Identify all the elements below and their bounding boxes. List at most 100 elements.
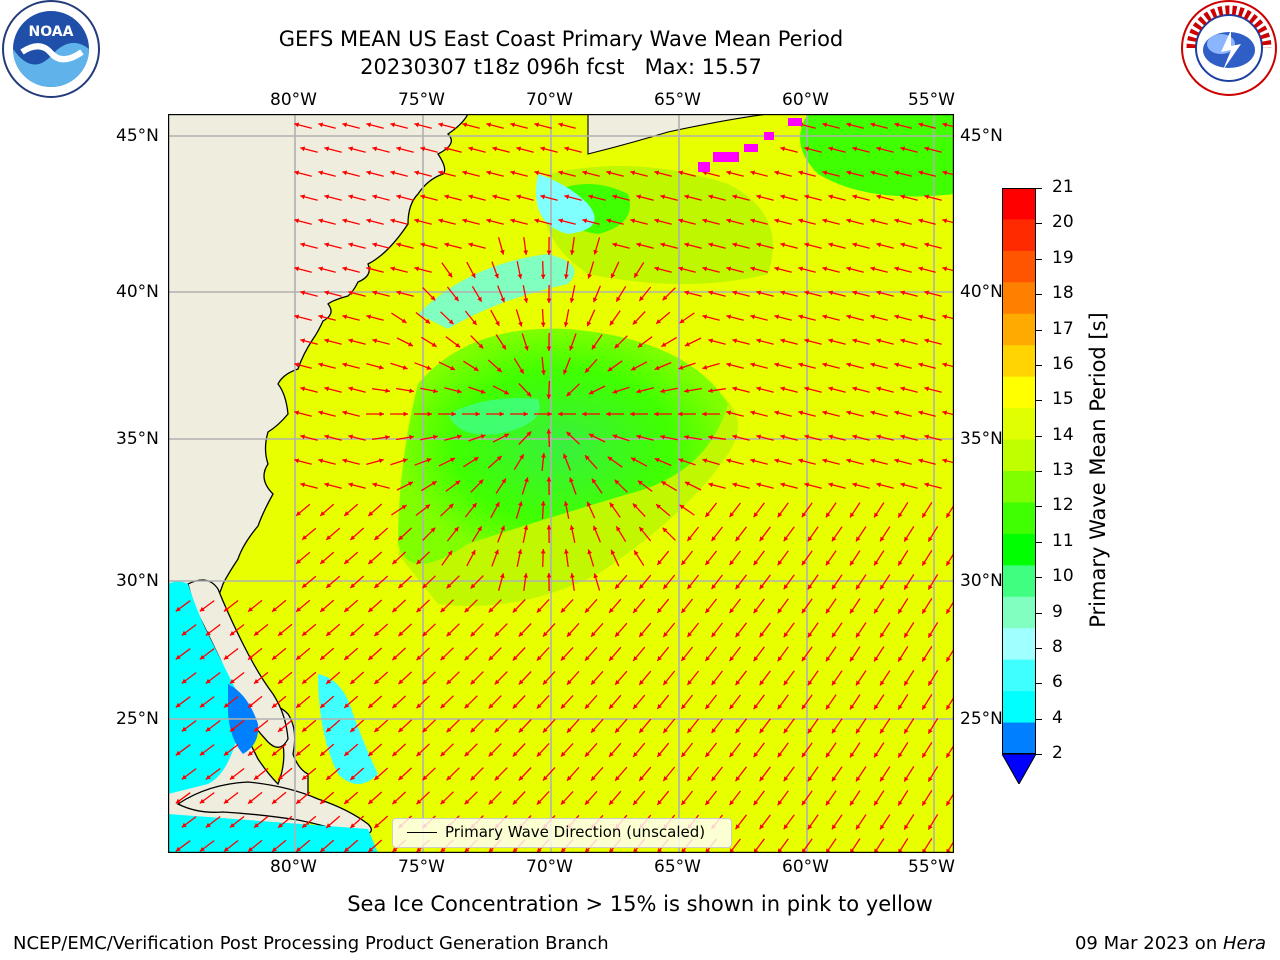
wave-arrow-head: [828, 242, 834, 248]
wave-arrow-head: [558, 122, 564, 128]
wave-arrow-head: [900, 290, 906, 296]
wave-arrow-head: [278, 727, 283, 732]
wave-arrow-head: [656, 319, 661, 324]
wave-arrow-head: [850, 704, 855, 710]
wave-arrow-head: [414, 266, 420, 272]
wave-arrow-head: [560, 847, 566, 853]
wave-arrow-head: [807, 632, 813, 638]
wave-arrow-head: [922, 656, 927, 662]
wave-arrow-head: [735, 536, 741, 542]
wave-arrow-head: [534, 122, 540, 128]
wave-arrow-head: [918, 314, 924, 320]
wave-arrow-head: [586, 321, 592, 327]
wave-arrow-head: [678, 458, 684, 463]
wave-arrow-head: [254, 679, 259, 684]
wave-arrow-head: [374, 679, 380, 684]
colorbar-tick-label: 2: [1052, 743, 1063, 763]
lat-left-40n: 40°N: [116, 282, 159, 302]
wave-arrow-head: [831, 728, 837, 734]
wave-arrow-head: [777, 800, 783, 806]
wave-arrow-head: [294, 362, 300, 368]
wave-arrow-head: [494, 631, 500, 637]
wave-arrow-head: [780, 338, 786, 344]
wave-arrow-head: [898, 608, 903, 614]
colorbar-label: Primary Wave Mean Period [s]: [1086, 312, 1110, 628]
colorbar-segment: [1002, 565, 1036, 598]
wave-arrow-head: [517, 274, 523, 279]
wave-arrow-head: [416, 799, 422, 805]
wave-arrow-head: [753, 704, 759, 710]
footer-date: 09 Mar 2023 on Hera: [1075, 933, 1266, 954]
wave-arrow-head: [420, 194, 426, 200]
wave-arrow-head: [524, 345, 529, 351]
wave-arrow-head: [558, 411, 563, 417]
wave-arrow-head: [753, 560, 759, 566]
chart-subtitle: 20230307 t18z 096h fcst Max: 15.57: [360, 55, 762, 79]
wave-arrow-head: [852, 242, 858, 248]
wave-arrow-head: [348, 434, 354, 440]
wave-arrow-head: [199, 846, 205, 852]
wave-arrow-head: [546, 394, 552, 399]
footer-date-text: 09 Mar 2023 on: [1074, 933, 1223, 954]
wave-arrow-head: [705, 800, 710, 806]
wave-arrow-head: [569, 298, 575, 303]
map-panel: [167, 113, 955, 854]
wave-arrow-head: [711, 536, 717, 542]
wave-arrow-head: [591, 478, 597, 484]
wave-arrow-head: [616, 526, 621, 532]
wave-arrow-head: [512, 607, 518, 613]
wave-arrow-head: [783, 536, 789, 542]
wave-arrow-head: [368, 511, 374, 516]
wave-arrow-head: [296, 607, 301, 612]
wave-arrow-head: [825, 560, 831, 566]
colorbar-tick-label: 6: [1052, 672, 1063, 693]
wave-arrow-head: [804, 290, 810, 296]
colorbar-tick-mark: [1036, 435, 1042, 437]
wave-arrow-head: [368, 559, 374, 564]
wave-arrow-head: [586, 501, 592, 507]
wave-arrow-head: [856, 536, 861, 542]
wave-arrow-head: [181, 630, 187, 636]
wave-arrow-head: [540, 501, 546, 506]
wave-arrow-head: [639, 728, 644, 733]
wave-arrow-head: [560, 655, 566, 661]
wave-arrow-head: [825, 512, 831, 518]
wave-arrow-head: [807, 776, 813, 782]
wave-arrow-head: [494, 775, 500, 781]
wave-arrow-head: [512, 847, 518, 853]
wave-arrow-head: [609, 502, 615, 508]
wave-arrow-head: [558, 218, 564, 224]
wave-arrow-head: [876, 338, 882, 344]
wave-arrow-head: [523, 250, 528, 255]
wave-arrow-head: [735, 776, 741, 782]
wave-arrow-head: [175, 606, 181, 612]
wave-arrow-head: [446, 679, 452, 685]
wave-arrow-head: [922, 704, 927, 710]
wave-arrow-head: [199, 606, 205, 612]
wave-arrow-head: [874, 800, 879, 806]
wave-arrow-head: [254, 727, 259, 732]
colorbar-tick-label: 15: [1052, 389, 1074, 410]
wave-arrow-head: [518, 631, 524, 637]
wave-arrow-head: [464, 703, 470, 709]
wave-arrow-head: [657, 800, 662, 805]
colorbar-tick-label: 18: [1052, 283, 1074, 304]
wave-arrow-head: [342, 122, 348, 128]
wave-arrow-head: [606, 170, 612, 176]
wave-arrow-head: [735, 632, 741, 638]
wave-arrow-head: [422, 727, 428, 733]
wave-arrow-head: [519, 454, 524, 460]
wave-arrow-head: [542, 727, 548, 733]
lon-top-75w: 75°W: [398, 90, 445, 110]
wave-arrow-head: [320, 751, 326, 756]
wave-arrow-head: [223, 702, 229, 708]
wave-arrow-head: [398, 583, 404, 589]
legend-line-swatch: [407, 832, 437, 833]
wave-arrow-head: [852, 434, 858, 440]
wave-arrow-head: [567, 727, 572, 733]
wave-arrow-head: [876, 146, 882, 152]
colorbar-tick-label: 19: [1052, 247, 1074, 268]
wave-arrow-head: [512, 703, 518, 709]
wave-arrow-head: [416, 559, 422, 565]
wave-arrow-head: [928, 728, 933, 734]
